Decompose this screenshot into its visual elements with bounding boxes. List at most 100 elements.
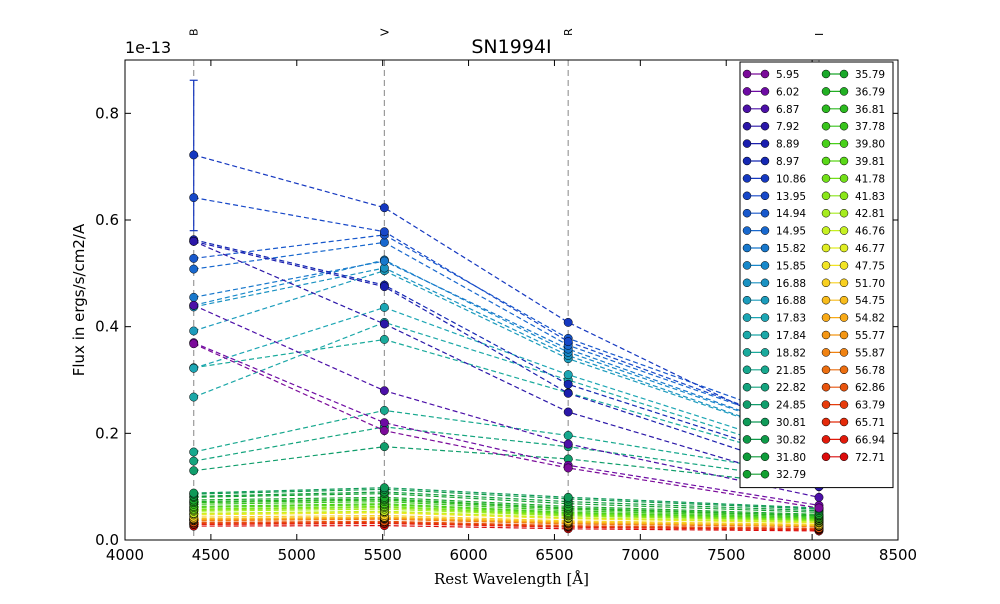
legend-entry: 51.70 xyxy=(821,278,885,290)
data-point xyxy=(379,442,389,452)
series-line xyxy=(193,505,820,521)
legend-marker xyxy=(742,278,752,288)
series-line xyxy=(193,506,820,521)
legend-entry: 24.85 xyxy=(742,400,806,412)
legend-label: 36.79 xyxy=(855,86,885,98)
legend-label: 55.77 xyxy=(855,330,885,342)
legend-marker xyxy=(839,400,849,409)
legend-label: 37.78 xyxy=(855,121,885,133)
legend-entry: 22.82 xyxy=(742,382,806,394)
data-point xyxy=(189,488,199,498)
legend-marker xyxy=(742,295,752,305)
legend-label: 51.70 xyxy=(855,278,885,290)
y-tick-label: 0.0 xyxy=(95,531,119,549)
data-point xyxy=(563,388,573,398)
y-tick-label: 0.2 xyxy=(95,424,119,442)
legend-box xyxy=(739,61,894,489)
legend-label: 39.80 xyxy=(855,139,885,151)
data-point xyxy=(189,447,199,457)
legend-marker xyxy=(760,243,770,253)
x-tick-label: 5500 xyxy=(364,546,402,564)
legend-label: 47.75 xyxy=(855,260,885,272)
legend-marker xyxy=(760,174,770,183)
legend-marker xyxy=(760,87,770,96)
series-line xyxy=(193,338,820,466)
data-point xyxy=(189,456,199,466)
legend-entry: 8.97 xyxy=(742,156,799,168)
data-point xyxy=(563,439,573,449)
legend-label: 62.86 xyxy=(855,382,885,394)
legend-label: 31.80 xyxy=(776,452,806,464)
legend-label: 18.82 xyxy=(776,347,806,359)
data-point xyxy=(189,363,199,373)
legend-marker xyxy=(839,87,849,96)
legend-label: 15.85 xyxy=(776,260,806,272)
legend-label: 72.71 xyxy=(855,452,885,464)
legend-marker xyxy=(760,400,770,409)
series-line xyxy=(193,259,820,440)
series-line xyxy=(193,240,820,477)
legend-entry: 35.79 xyxy=(821,69,885,81)
legend-marker xyxy=(839,243,849,253)
data-point xyxy=(379,227,389,237)
data-point xyxy=(563,379,573,389)
data-point xyxy=(379,405,389,415)
legend-marker xyxy=(839,191,849,201)
data-point xyxy=(814,492,824,502)
legend-label: 21.85 xyxy=(776,365,806,377)
data-point xyxy=(189,300,199,310)
legend-label: 54.82 xyxy=(855,313,885,325)
legend-marker xyxy=(742,139,752,148)
data-point xyxy=(563,317,573,327)
legend-marker xyxy=(742,382,752,392)
legend-marker xyxy=(821,174,831,183)
band-label-B: B xyxy=(188,28,201,36)
legend-label: 6.87 xyxy=(776,104,799,116)
legend-entry: 55.77 xyxy=(821,330,885,342)
legend-label: 42.81 xyxy=(855,208,885,220)
series-7.92 xyxy=(189,236,824,492)
legend-marker xyxy=(839,261,849,270)
legend: 5.95 6.02 6.87 7.92 8.89 8.97 10.86 13.95 14.94 1… xyxy=(739,61,894,489)
data-point xyxy=(189,253,199,263)
data-point xyxy=(189,193,199,203)
legend-entry: 14.95 xyxy=(742,226,806,238)
legend-label: 15.82 xyxy=(776,243,806,255)
legend-marker xyxy=(742,226,752,235)
legend-marker xyxy=(839,382,849,392)
legend-entry: 30.82 xyxy=(742,434,806,446)
legend-marker xyxy=(821,104,831,114)
legend-label: 56.78 xyxy=(855,365,885,377)
legend-entry: 72.71 xyxy=(821,452,885,464)
legend-marker xyxy=(742,69,752,79)
legend-marker xyxy=(760,104,770,114)
y-tick-label: 0.6 xyxy=(95,211,119,229)
legend-marker xyxy=(839,226,849,235)
series-line xyxy=(193,154,820,445)
x-tick-label: 7500 xyxy=(707,546,745,564)
series-line xyxy=(193,503,820,519)
legend-marker xyxy=(742,435,752,444)
legend-marker xyxy=(821,278,831,288)
series-line xyxy=(193,304,820,498)
legend-marker xyxy=(760,69,770,79)
band-label-R: R xyxy=(562,28,575,36)
data-point xyxy=(563,407,573,417)
x-tick-label: 7000 xyxy=(621,546,659,564)
series-17.84 xyxy=(189,317,824,465)
legend-entry: 41.83 xyxy=(821,191,885,203)
legend-marker xyxy=(760,417,770,427)
legend-marker xyxy=(839,174,849,183)
legend-marker xyxy=(839,121,849,131)
series-18.82 xyxy=(189,335,824,470)
data-point xyxy=(563,492,573,502)
data-point xyxy=(379,426,389,436)
legend-marker xyxy=(742,156,752,166)
legend-marker xyxy=(821,191,831,201)
legend-marker xyxy=(839,139,849,148)
y-offset-text: 1e-13 xyxy=(125,38,171,57)
legend-marker xyxy=(821,382,831,392)
legend-entry: 16.88 xyxy=(742,278,806,290)
legend-marker xyxy=(821,348,831,357)
legend-marker xyxy=(821,295,831,305)
